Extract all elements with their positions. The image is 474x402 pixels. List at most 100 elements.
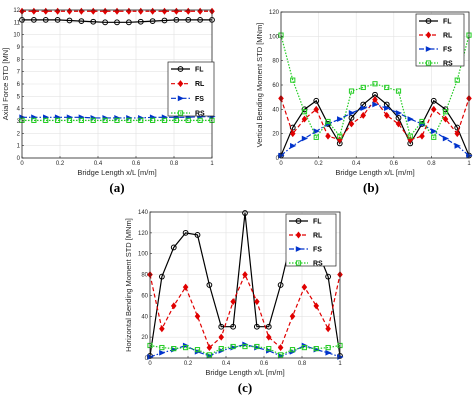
data-point-fl <box>313 97 320 104</box>
legend-marker-fs <box>425 46 433 52</box>
data-point-fl <box>265 323 272 330</box>
data-point-rs <box>194 347 201 353</box>
data-point-fs <box>431 128 438 135</box>
data-point-fl <box>66 17 73 24</box>
data-point-rs <box>301 344 307 351</box>
data-point-rs <box>395 88 402 94</box>
data-point-fl <box>325 273 332 280</box>
legend-marker-fs <box>295 246 303 252</box>
x-tick-label: 0 <box>20 161 24 167</box>
legend-label-rs: RS <box>195 111 205 118</box>
data-point-rs <box>78 117 84 123</box>
y-tick-label: 8 <box>17 57 21 63</box>
x-tick-label: 0.4 <box>94 161 103 167</box>
data-point-rl <box>289 312 296 320</box>
x-axis-label: Bridge Length x/L [m/m] <box>77 168 156 177</box>
data-point-rs <box>278 352 284 358</box>
data-point-fl <box>182 229 189 236</box>
data-point-rl <box>254 298 260 306</box>
data-point-rs <box>161 117 168 123</box>
y-tick-label: 40 <box>141 314 148 320</box>
data-point-rs <box>431 134 437 140</box>
data-point-rl <box>313 105 320 113</box>
x-tick-label: 0.2 <box>184 361 193 367</box>
data-point-fl <box>125 19 132 26</box>
y-axis-label: Axial Force STD [MN] <box>1 48 10 121</box>
y-tick-label: 80 <box>141 273 148 279</box>
legend-label-fs: FS <box>313 247 322 254</box>
legend-box <box>415 13 465 67</box>
data-point-rs <box>206 352 212 358</box>
y-tick-label: 7 <box>17 70 21 76</box>
data-point-rl <box>230 298 236 306</box>
data-point-fl <box>289 124 296 131</box>
data-point-rs <box>218 346 224 352</box>
y-tick-label: 4 <box>17 107 21 113</box>
data-point-fs <box>360 105 367 111</box>
series-line-fs <box>149 343 341 358</box>
y-tick-label: 60 <box>141 293 148 299</box>
data-point-rs <box>289 347 296 353</box>
legend-marker-rl <box>425 31 432 39</box>
y-tick-label: 0 <box>276 156 280 162</box>
legend: FL RL FS RS <box>167 61 215 118</box>
data-point-fl <box>197 16 204 23</box>
legend-label-fl: FL <box>195 67 204 74</box>
data-point-rs <box>126 117 132 123</box>
panel-caption: (b) <box>363 180 379 195</box>
x-tick-label: 0.8 <box>298 361 307 367</box>
legend-marker-fl <box>177 66 184 72</box>
x-tick-label: 0 <box>148 361 152 367</box>
data-point-fl <box>253 323 260 330</box>
data-point-rs <box>337 133 343 139</box>
series-line-rl <box>149 273 341 349</box>
x-tick-label: 0.2 <box>314 161 323 167</box>
data-point-rs <box>102 117 108 123</box>
legend-marker-fl <box>295 218 302 224</box>
y-tick-label: 40 <box>272 107 279 113</box>
y-tick-label: 100 <box>138 252 149 258</box>
y-axis-label: Vertical Bending Moment STD [MNm] <box>255 23 264 148</box>
legend-label-fl: FL <box>313 219 322 226</box>
x-tick-label: 0.6 <box>132 161 141 167</box>
data-point-rs <box>171 346 177 352</box>
data-point-rs <box>266 346 272 352</box>
panel-caption: (c) <box>238 380 252 395</box>
y-tick-label: 3 <box>17 119 21 125</box>
data-point-rl <box>265 333 272 341</box>
data-point-rl <box>159 325 165 333</box>
x-axis-label: Bridge Length x/L [m/m] <box>335 168 414 177</box>
data-point-fl <box>430 97 437 104</box>
data-point-rs <box>360 84 366 91</box>
legend-marker-rs <box>295 260 302 266</box>
legend-marker-rl <box>177 80 184 88</box>
x-tick-label: 0.8 <box>427 161 436 167</box>
x-tick-label: 0.4 <box>352 161 361 167</box>
y-tick-label: 100 <box>269 34 280 40</box>
data-point-rs <box>242 343 248 350</box>
data-point-fl <box>78 18 85 25</box>
data-point-fl <box>277 282 284 288</box>
data-point-fs <box>454 142 461 149</box>
y-tick-label: 20 <box>272 132 279 138</box>
y-axis-label: Horizontal Bending Moment STD [MNm] <box>124 218 133 352</box>
data-point-rl <box>372 96 378 104</box>
data-point-rs <box>325 344 331 351</box>
legend-label-fl: FL <box>443 19 452 26</box>
x-tick-label: 1 <box>338 361 342 367</box>
data-point-fl <box>185 16 192 23</box>
data-point-rl <box>454 130 461 138</box>
y-tick-label: 12 <box>13 8 20 14</box>
series-line-rl <box>280 98 470 141</box>
series-line-rs <box>280 34 470 139</box>
data-point-fl <box>242 210 248 216</box>
data-point-rs <box>43 117 49 123</box>
data-point-rl <box>170 302 177 310</box>
data-point-rl <box>325 325 331 333</box>
data-point-fl <box>230 323 237 330</box>
data-point-fs <box>407 116 414 122</box>
data-point-fs <box>313 128 320 135</box>
y-tick-label: 0 <box>145 356 149 362</box>
data-point-rl <box>336 136 343 144</box>
